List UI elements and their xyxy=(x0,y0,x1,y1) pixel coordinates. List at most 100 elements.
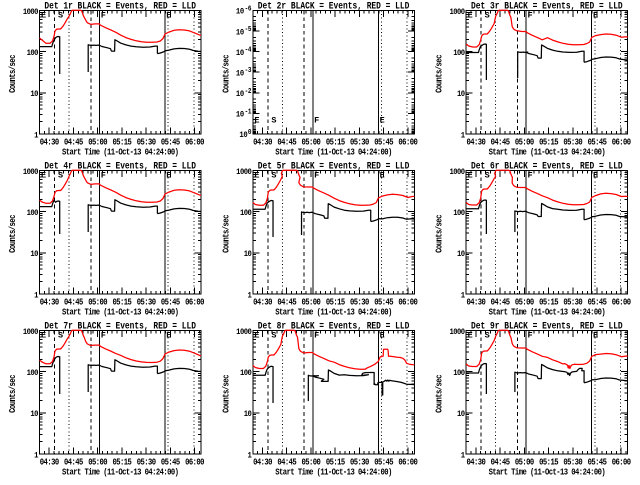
svg-text:E: E xyxy=(166,171,171,181)
svg-text:Start Time (11-Oct-13 04:24:00: Start Time (11-Oct-13 04:24:00) xyxy=(275,307,391,318)
svg-text:04:45: 04:45 xyxy=(64,138,83,148)
svg-text:04:45: 04:45 xyxy=(277,138,296,148)
svg-text:1: 1 xyxy=(247,291,252,301)
svg-text:Det 6r BLACK = Events, RED = L: Det 6r BLACK = Events, RED = LLD xyxy=(471,160,623,172)
svg-text:1000: 1000 xyxy=(450,327,466,337)
svg-text:05:00: 05:00 xyxy=(302,458,321,468)
svg-text:05:45: 05:45 xyxy=(588,458,607,468)
svg-text:E: E xyxy=(166,331,171,341)
svg-text:05:45: 05:45 xyxy=(374,138,393,148)
svg-text:1: 1 xyxy=(34,291,39,301)
svg-text:1000: 1000 xyxy=(23,327,39,337)
svg-text:04:45: 04:45 xyxy=(491,138,510,148)
svg-text:F: F xyxy=(101,171,106,181)
svg-text:04:45: 04:45 xyxy=(64,298,83,308)
svg-text:10: 10 xyxy=(30,90,38,100)
svg-text:S: S xyxy=(58,171,63,181)
svg-text:E: E xyxy=(41,171,46,181)
svg-text:1: 1 xyxy=(461,131,466,141)
svg-text:Start Time (11-Oct-13 04:24:00: Start Time (11-Oct-13 04:24:00) xyxy=(489,307,605,318)
svg-text:06:00: 06:00 xyxy=(612,138,631,148)
svg-text:E: E xyxy=(380,116,385,126)
svg-text:05:30: 05:30 xyxy=(563,458,582,468)
svg-text:F: F xyxy=(314,331,319,341)
svg-text:04:45: 04:45 xyxy=(277,298,296,308)
svg-text:10: 10 xyxy=(30,410,38,420)
svg-text:100: 100 xyxy=(27,209,39,219)
svg-text:Counts/sec: Counts/sec xyxy=(7,55,18,93)
svg-text:-5: -5 xyxy=(245,25,252,34)
svg-text:S: S xyxy=(58,11,63,21)
svg-text:10: 10 xyxy=(236,48,245,58)
svg-text:E: E xyxy=(380,171,385,181)
svg-text:05:00: 05:00 xyxy=(515,458,534,468)
svg-text:10: 10 xyxy=(236,89,245,99)
svg-text:05:00: 05:00 xyxy=(515,138,534,148)
svg-text:F: F xyxy=(527,331,532,341)
svg-text:E: E xyxy=(254,171,259,181)
svg-text:E: E xyxy=(41,11,46,21)
svg-text:05:45: 05:45 xyxy=(588,298,607,308)
svg-text:1000: 1000 xyxy=(236,167,252,177)
svg-text:05:15: 05:15 xyxy=(539,458,558,468)
svg-text:04:30: 04:30 xyxy=(40,138,59,148)
svg-text:Det 4r BLACK = Events, RED = L: Det 4r BLACK = Events, RED = LLD xyxy=(44,160,196,172)
svg-text:05:15: 05:15 xyxy=(539,138,558,148)
svg-text:05:00: 05:00 xyxy=(88,138,107,148)
svg-text:04:30: 04:30 xyxy=(253,138,272,148)
svg-text:05:15: 05:15 xyxy=(112,138,131,148)
svg-text:-3: -3 xyxy=(245,66,252,75)
svg-text:06:00: 06:00 xyxy=(398,458,417,468)
svg-text:S: S xyxy=(485,331,490,341)
svg-text:S: S xyxy=(271,171,276,181)
svg-text:Start Time (11-Oct-13 04:24:00: Start Time (11-Oct-13 04:24:00) xyxy=(62,147,178,158)
svg-text:1: 1 xyxy=(247,451,252,461)
svg-text:1000: 1000 xyxy=(23,7,39,17)
svg-text:05:00: 05:00 xyxy=(515,298,534,308)
svg-text:05:45: 05:45 xyxy=(588,138,607,148)
svg-text:Det 9r BLACK = Events, RED = L: Det 9r BLACK = Events, RED = LLD xyxy=(471,320,623,332)
svg-text:E: E xyxy=(380,331,385,341)
svg-text:05:00: 05:00 xyxy=(88,298,107,308)
svg-text:05:15: 05:15 xyxy=(539,298,558,308)
svg-text:S: S xyxy=(58,331,63,341)
svg-text:-4: -4 xyxy=(245,45,252,54)
svg-text:S: S xyxy=(485,171,490,181)
svg-text:10: 10 xyxy=(244,250,252,260)
svg-text:Det 8r BLACK = Events, RED = L: Det 8r BLACK = Events, RED = LLD xyxy=(258,320,410,332)
svg-text:04:30: 04:30 xyxy=(466,458,485,468)
svg-text:-1: -1 xyxy=(245,107,252,116)
svg-text:05:30: 05:30 xyxy=(350,458,369,468)
svg-text:10: 10 xyxy=(457,250,465,260)
svg-text:E: E xyxy=(468,331,473,341)
svg-text:10: 10 xyxy=(236,110,245,120)
svg-text:100: 100 xyxy=(240,209,252,219)
svg-text:Counts/sec: Counts/sec xyxy=(220,375,231,413)
svg-text:05:15: 05:15 xyxy=(326,138,345,148)
svg-text:04:30: 04:30 xyxy=(40,298,59,308)
svg-text:05:15: 05:15 xyxy=(112,298,131,308)
svg-text:E: E xyxy=(593,11,598,21)
svg-text:05:45: 05:45 xyxy=(374,298,393,308)
svg-text:04:30: 04:30 xyxy=(40,458,59,468)
svg-text:S: S xyxy=(271,116,276,126)
svg-text:05:30: 05:30 xyxy=(350,298,369,308)
svg-text:1: 1 xyxy=(34,451,39,461)
svg-text:F: F xyxy=(527,11,532,21)
svg-text:05:45: 05:45 xyxy=(374,458,393,468)
svg-text:Start Time (11-Oct-13 04:24:00: Start Time (11-Oct-13 04:24:00) xyxy=(275,147,391,158)
svg-text:06:00: 06:00 xyxy=(185,458,204,468)
svg-text:10: 10 xyxy=(236,28,245,38)
svg-text:Start Time (11-Oct-13 04:24:00: Start Time (11-Oct-13 04:24:00) xyxy=(62,307,178,318)
svg-text:04:30: 04:30 xyxy=(466,298,485,308)
svg-text:100: 100 xyxy=(27,49,39,59)
svg-text:10: 10 xyxy=(244,410,252,420)
svg-text:E: E xyxy=(41,331,46,341)
svg-text:05:15: 05:15 xyxy=(326,298,345,308)
svg-text:06:00: 06:00 xyxy=(185,138,204,148)
svg-text:05:45: 05:45 xyxy=(161,138,180,148)
svg-text:05:30: 05:30 xyxy=(137,458,156,468)
svg-text:F: F xyxy=(101,331,106,341)
svg-text:E: E xyxy=(468,11,473,21)
svg-text:10: 10 xyxy=(236,69,245,79)
